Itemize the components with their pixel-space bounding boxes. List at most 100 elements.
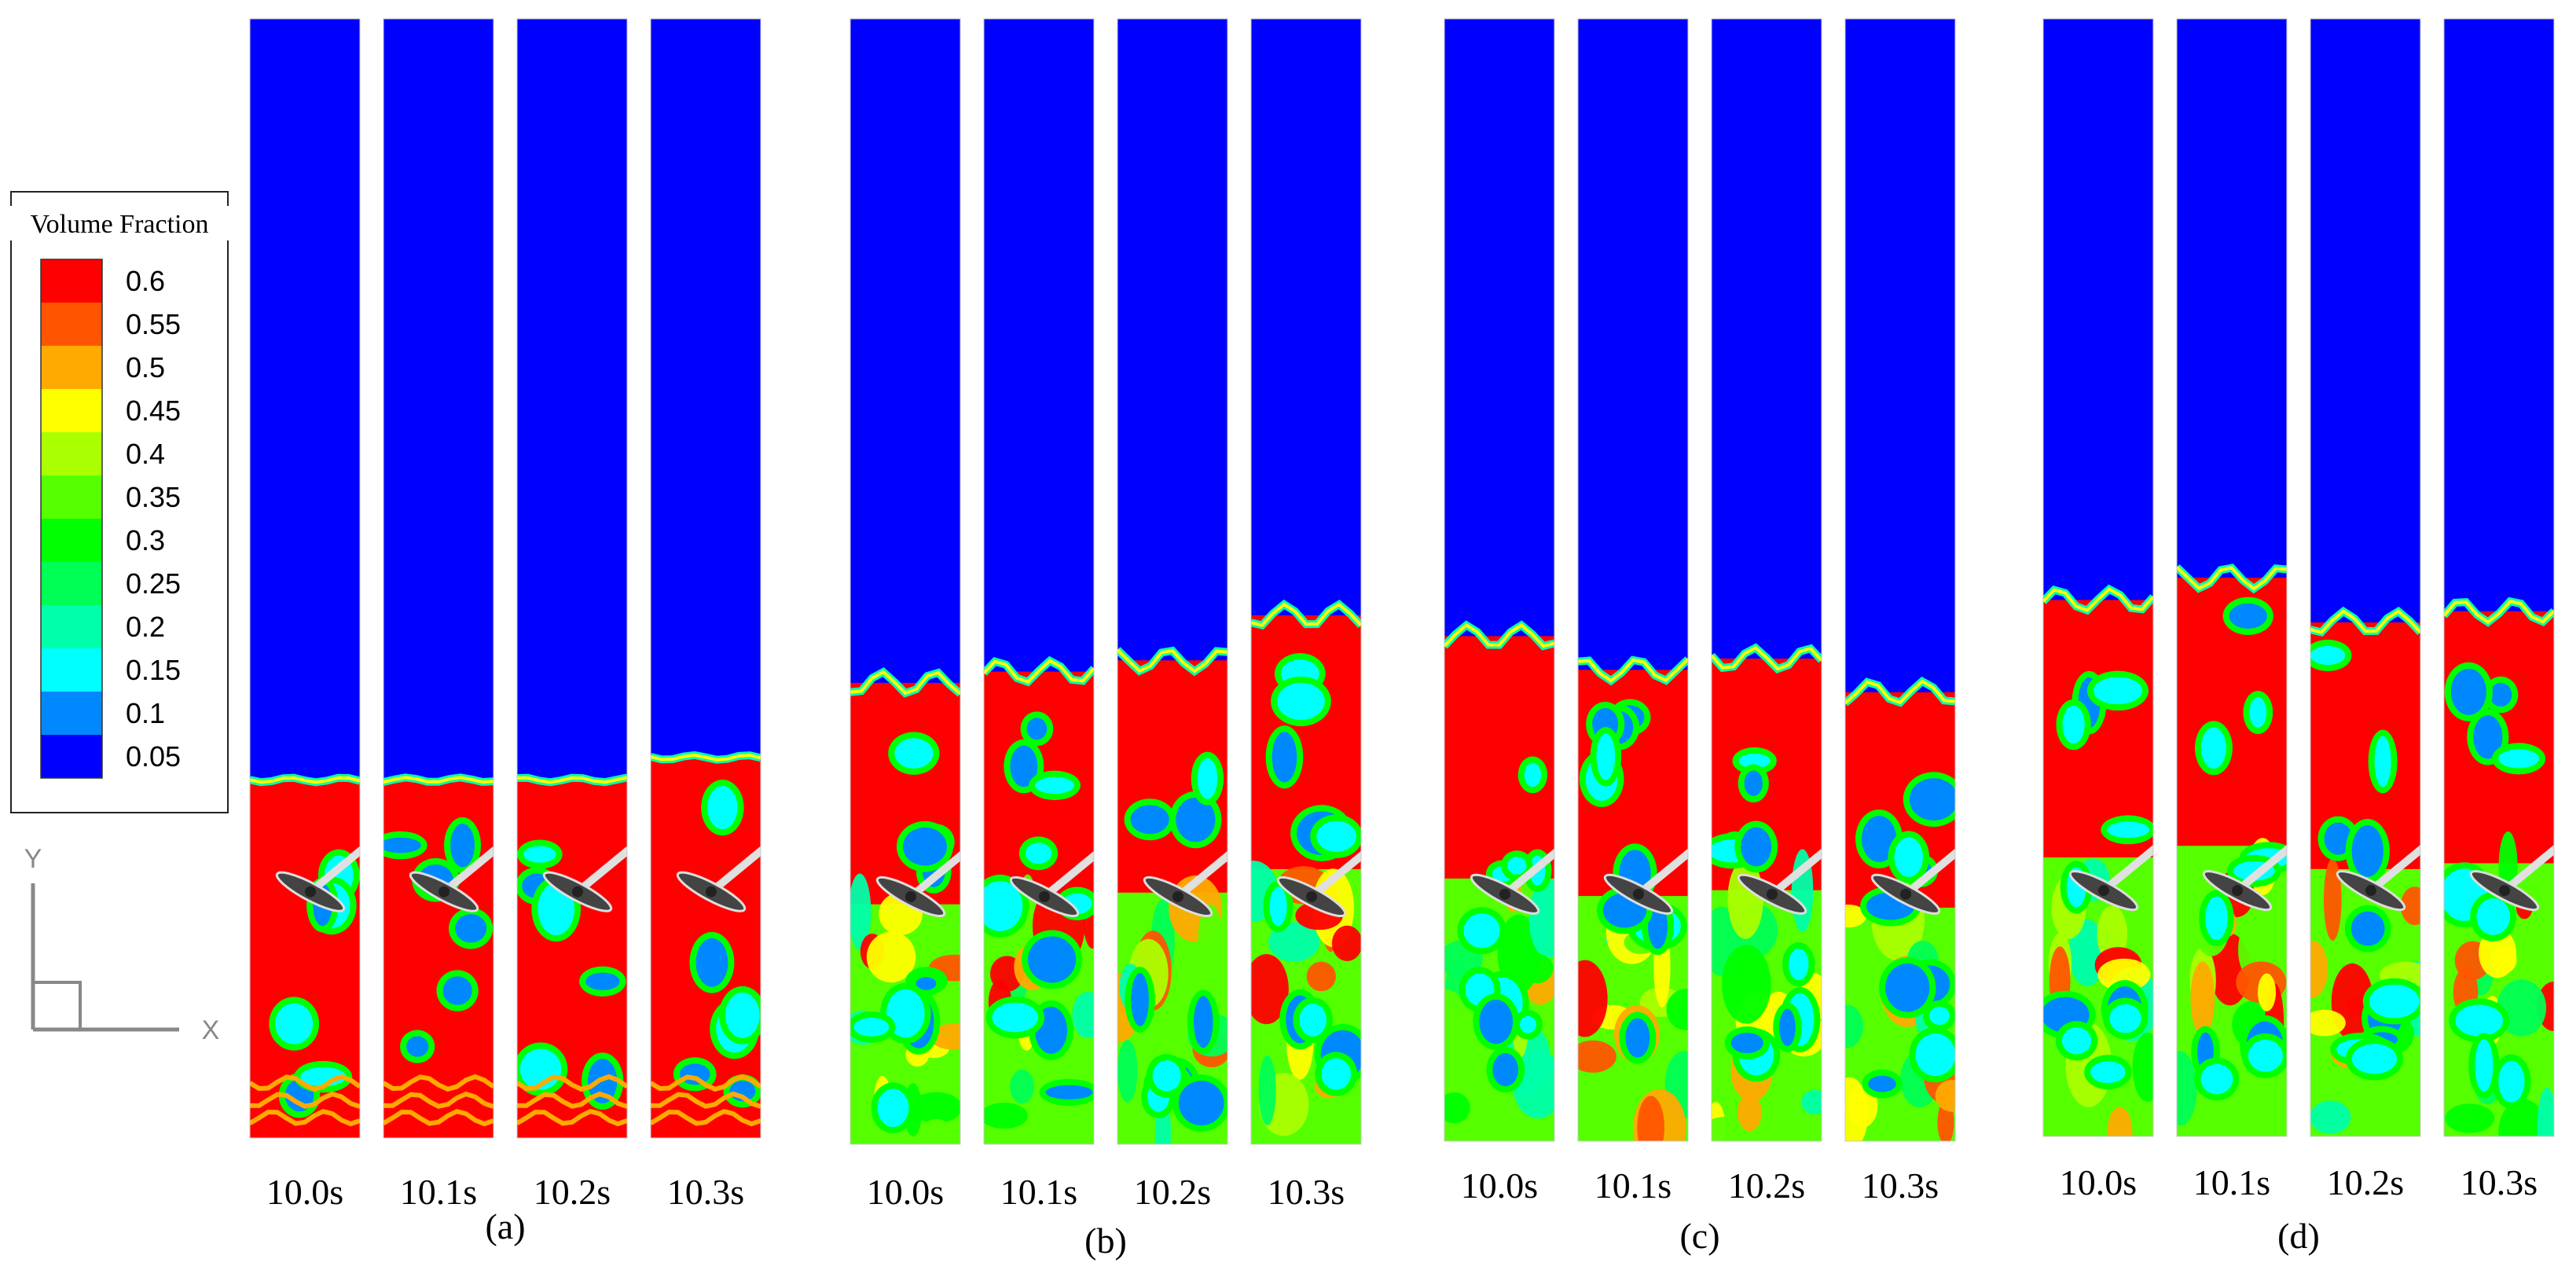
impeller-shaft [1308, 850, 1361, 900]
impeller [676, 846, 761, 912]
contour-panel: 10.2s [1117, 18, 1228, 1212]
gas-bubble [1193, 996, 1213, 1048]
impeller-hub [1172, 890, 1183, 902]
contour-panel: 10.1s [2176, 18, 2288, 1202]
concentration-blob [1331, 925, 1361, 961]
impeller-hub [706, 886, 717, 897]
contour-panel: 10.2s [1711, 18, 1822, 1206]
concentration-blob [1935, 1080, 1955, 1112]
bottom-wave-band [651, 1109, 761, 1127]
impeller [1737, 848, 1822, 915]
time-label: 10.3s [1268, 1172, 1345, 1212]
gas-bubble [585, 972, 620, 990]
impeller-shaft [708, 846, 761, 895]
contour-panel: 10.3s [650, 18, 761, 1212]
legend-value: 0.25 [126, 567, 181, 600]
gas-bubble [894, 738, 934, 769]
bottom-wave-band [383, 1091, 494, 1109]
bed-surface-line [383, 776, 494, 784]
legend-value: 0.35 [126, 481, 181, 513]
gas-bubble [2062, 705, 2085, 744]
time-label: 10.1s [1594, 1165, 1671, 1206]
legend-title: Volume Fraction [31, 210, 209, 239]
concentration-blob [2310, 941, 2328, 998]
time-label: 10.2s [2327, 1162, 2404, 1202]
impeller-hub [2365, 885, 2376, 897]
gas-bubble [1178, 1081, 1224, 1126]
group-label: (b) [1084, 1220, 1127, 1261]
concentration-blob [2491, 945, 2517, 974]
gas-bubble [2490, 682, 2512, 707]
gas-bubble [406, 1036, 429, 1057]
impeller [542, 846, 627, 912]
gas-bubble [1915, 1033, 1955, 1077]
concentration-blob [910, 1092, 960, 1123]
bottom-wave-band [651, 1074, 761, 1092]
gas-bubble [2450, 668, 2486, 715]
gas-bubble [2200, 727, 2226, 769]
concentration-blob [1637, 1096, 1664, 1141]
contour-panel: 10.1s [383, 18, 494, 1212]
concentration-blob [1845, 1077, 1869, 1141]
legend-value: 0.2 [126, 611, 165, 643]
gas-bubble [1730, 1033, 1763, 1054]
gas-bubble [2324, 822, 2353, 855]
concentration-blob [1578, 960, 1608, 1037]
gas-bubble [1463, 913, 1500, 949]
bottom-wave-band [250, 1109, 360, 1127]
time-label: 10.0s [1461, 1165, 1538, 1206]
legend-value: 0.1 [126, 697, 165, 729]
gas-bubble [450, 824, 475, 868]
concentration-blob [1666, 989, 1688, 1030]
legend-swatch [41, 692, 102, 735]
gas-bubble [1862, 816, 1897, 862]
impeller-shaft [441, 846, 494, 895]
gas-bubble [1271, 732, 1297, 783]
impeller-shaft [1502, 848, 1554, 897]
panel-outline [849, 18, 961, 1145]
group-label: (a) [485, 1206, 525, 1246]
gas-bubble [1885, 963, 1930, 1012]
gas-bubble [1035, 776, 1074, 795]
impeller-shaft [1769, 848, 1822, 897]
gas-bubble [2351, 1044, 2398, 1074]
panel-outline [2176, 18, 2288, 1137]
bed-surface-line [517, 776, 627, 784]
contour-panel: 10.1s [1577, 18, 1689, 1206]
legend-value: 0.3 [126, 524, 165, 556]
panel-group: 10.0s 10.1s 10.2s 10.3s (b) [849, 18, 1362, 1261]
bottom-wave-band [250, 1091, 360, 1109]
gas-bubble [2351, 825, 2383, 877]
concentration-blob [1306, 961, 1336, 992]
concentration-blob [1737, 1094, 1762, 1132]
gas-bubble [2310, 645, 2346, 666]
time-label: 10.0s [266, 1172, 343, 1212]
gas-bubble [1197, 758, 1218, 799]
panel-outline [516, 18, 628, 1139]
panel-outline [2310, 18, 2421, 1137]
gas-bubble [2473, 715, 2503, 759]
axes-glyph: Y X [24, 844, 220, 1045]
bottom-wave-band [651, 1091, 761, 1109]
gas-bubble [1152, 1060, 1181, 1092]
bottom-wave-band [250, 1074, 360, 1092]
bed-surface-line [1117, 648, 1227, 674]
legend-value: 0.4 [126, 438, 165, 470]
concentration-blob [917, 1118, 956, 1144]
time-label: 10.2s [1728, 1165, 1805, 1206]
concentration-blob [2310, 1009, 2346, 1037]
impeller-shaft [1635, 848, 1688, 897]
panel-outline [650, 18, 761, 1139]
impeller [2336, 844, 2420, 912]
legend-swatch [41, 562, 102, 605]
impeller-hub [2232, 885, 2243, 897]
bed-surface-line [2444, 600, 2554, 625]
gas-bubble [1027, 936, 1077, 983]
gas-bubble [1025, 842, 1052, 864]
legend-value: 0.55 [126, 308, 181, 340]
concentration-blob [1251, 954, 1289, 1025]
impeller-hub [1039, 890, 1050, 902]
panel-outline [1577, 18, 1689, 1142]
panel-outline [1711, 18, 1822, 1142]
